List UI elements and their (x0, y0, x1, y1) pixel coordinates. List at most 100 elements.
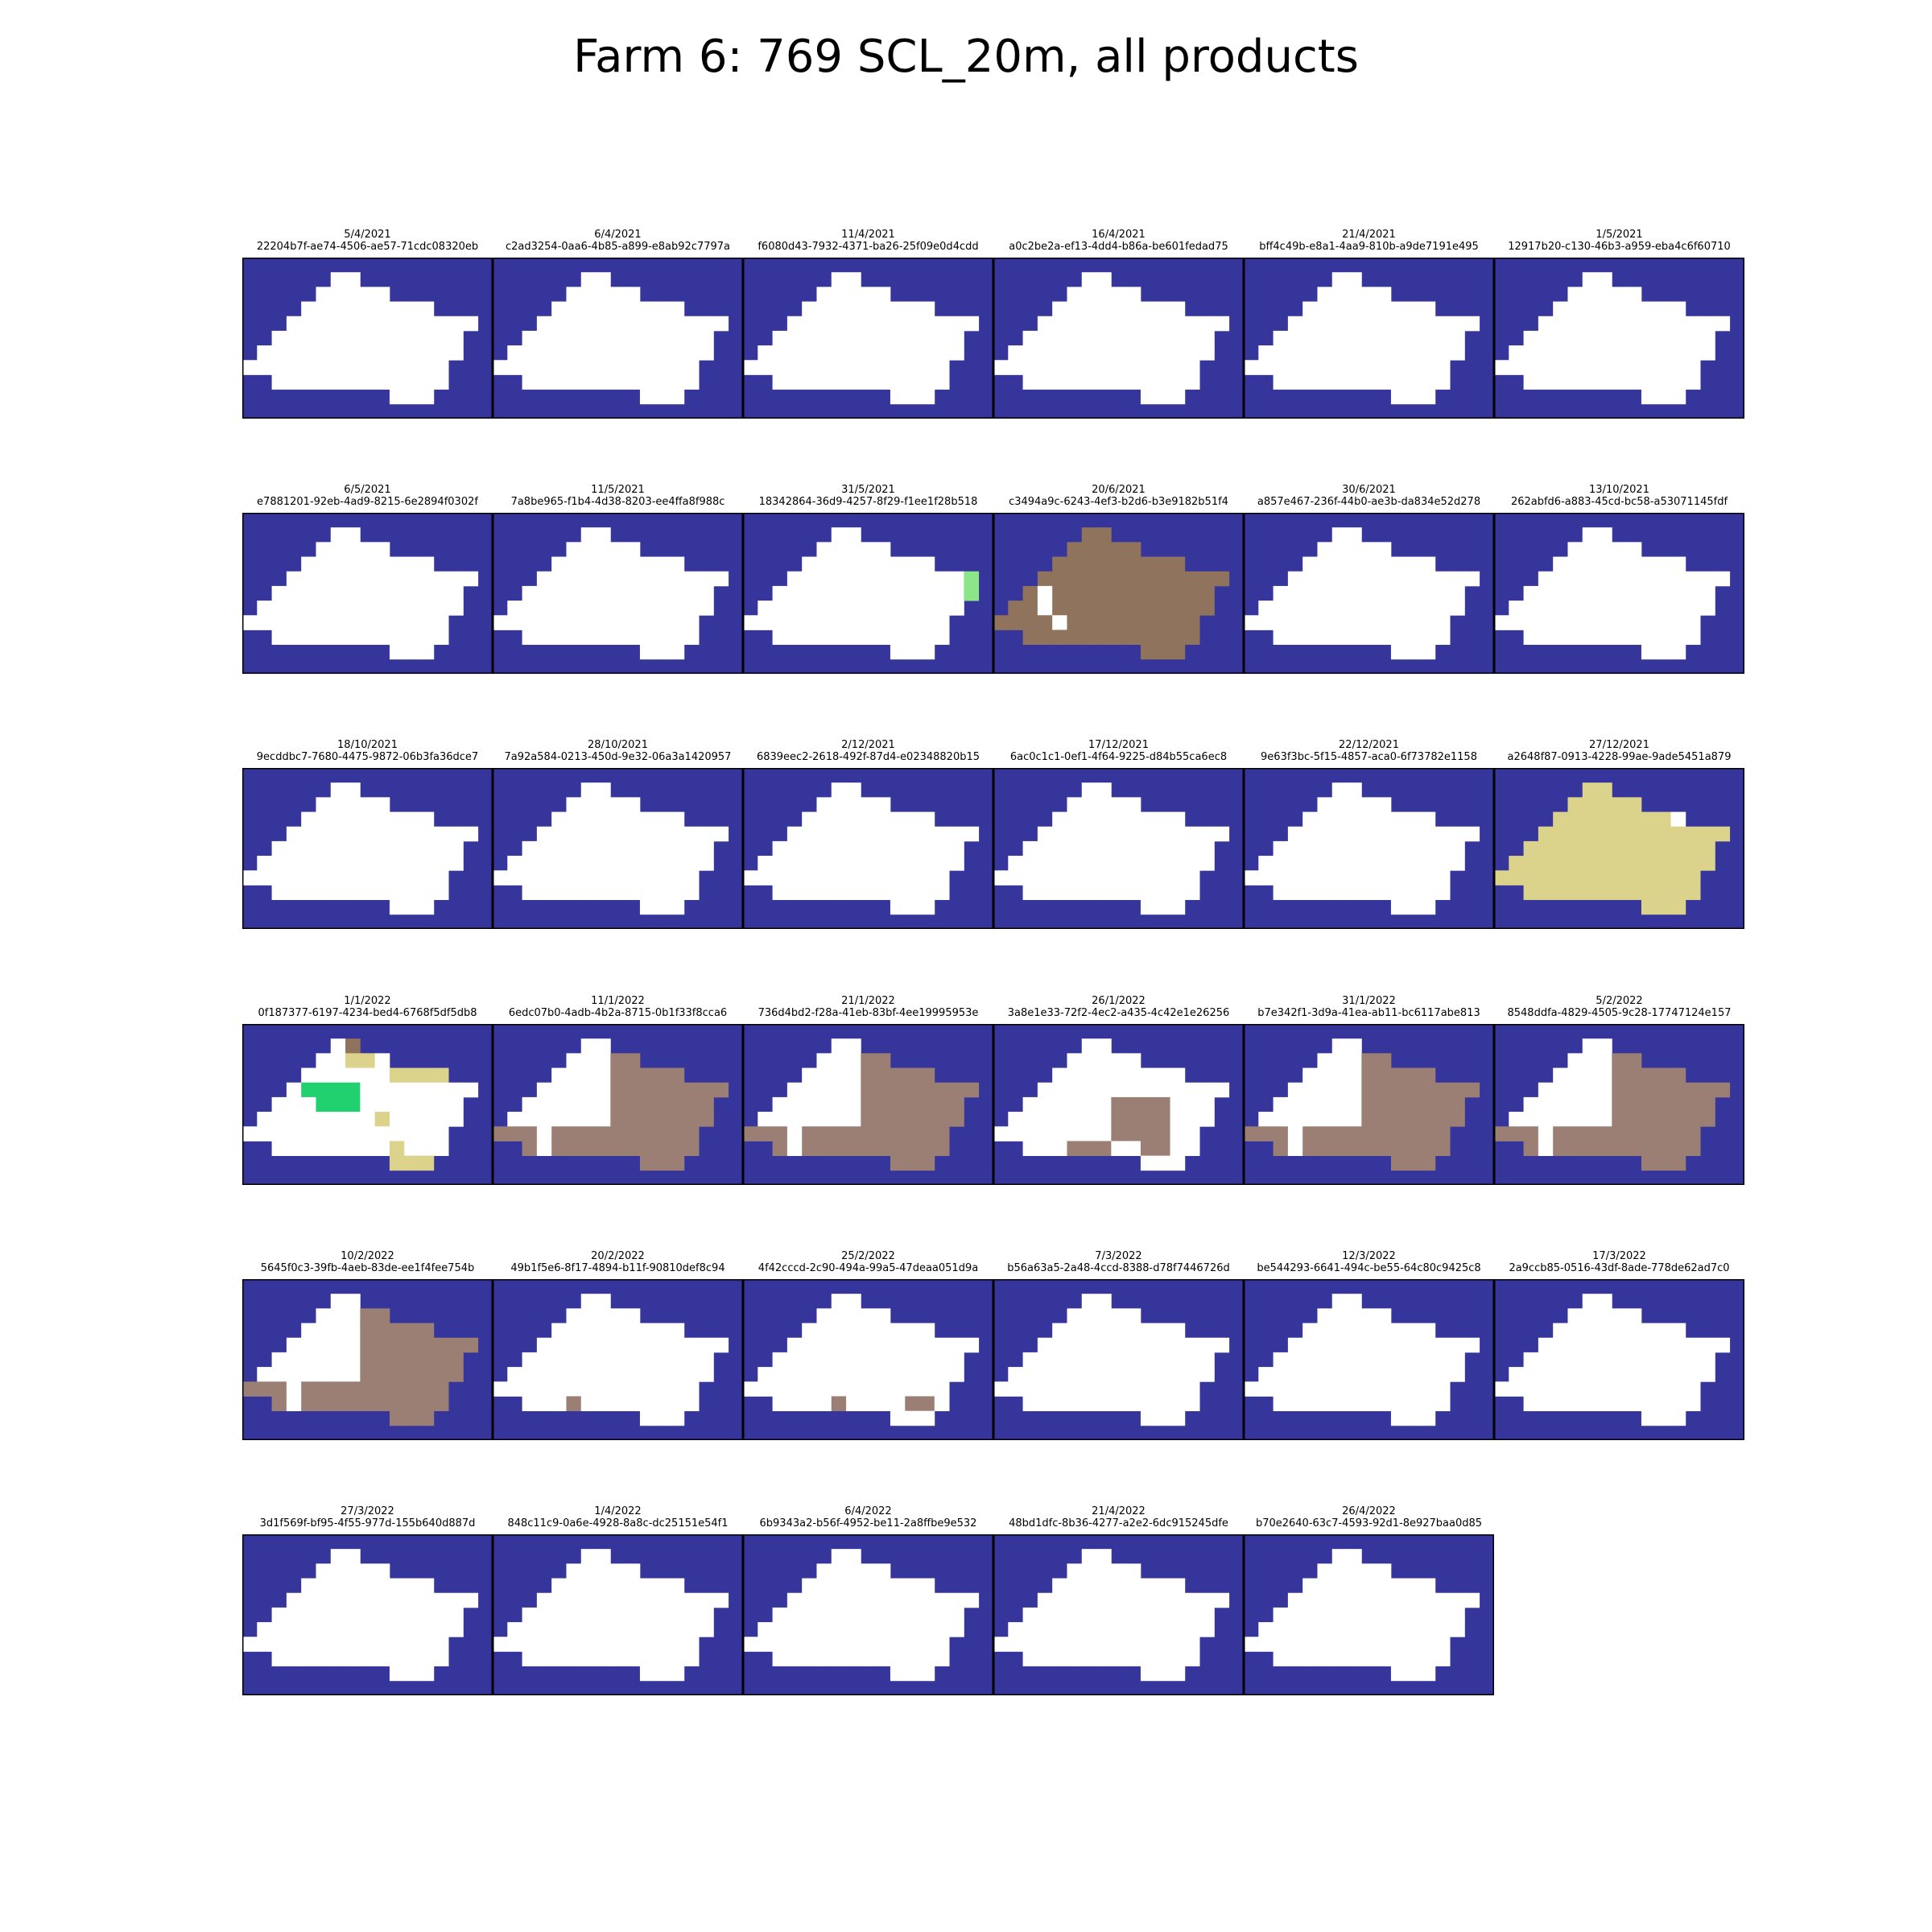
scl-cell-thin-cirrus (1715, 826, 1731, 842)
scl-cell-thin-cirrus (1582, 870, 1598, 886)
scl-cell-vegetation (1140, 1637, 1156, 1652)
scl-cell-dark-soil (1170, 601, 1186, 616)
scl-cell-vegetation (580, 1549, 597, 1564)
scl-cell-vegetation (861, 1396, 877, 1412)
scl-cell-bare-soil (831, 1141, 847, 1157)
scl-cell-vegetation (831, 542, 847, 557)
scl-cell-vegetation (551, 345, 567, 361)
scl-cell-vegetation (1347, 1563, 1362, 1579)
scl-cell-vegetation (448, 345, 464, 361)
scl-cell-vegetation (743, 1637, 758, 1652)
scl-cell-vegetation (1125, 287, 1141, 302)
scl-cell-vegetation (875, 1337, 891, 1353)
scl-cell-bare-soil (625, 1067, 641, 1084)
scl-cell-vegetation (1390, 1666, 1406, 1682)
scl-cell-vegetation (1317, 360, 1333, 375)
scl-cell-vegetation (1670, 301, 1686, 317)
scl-cell-vegetation (596, 782, 611, 798)
scl-cell-vegetation (536, 360, 552, 375)
scl-cell-vegetation (1244, 360, 1259, 375)
scl-cell-vegetation (566, 1651, 582, 1667)
scl-cell-vegetation (905, 1578, 920, 1594)
scl-cell-vegetation (890, 644, 906, 660)
scl-cell-vegetation (536, 1367, 552, 1382)
scl-cell-vegetation (1376, 374, 1392, 390)
scl-cell-vegetation (1582, 1352, 1598, 1368)
scl-cell-vegetation (1184, 374, 1200, 390)
panel-date-label: 31/1/2022 (1342, 995, 1396, 1007)
scl-cell-vegetation (1553, 1067, 1568, 1084)
scl-cell-bare-soil (374, 1396, 390, 1412)
scl-cell-bare-soil (1700, 1082, 1715, 1098)
scl-cell-vegetation (699, 330, 714, 346)
scl-cell-vegetation (1199, 826, 1215, 842)
scl-cell-vegetation (1111, 1323, 1127, 1339)
scl-cell-vegetation (1406, 1651, 1421, 1667)
scl-cell-vegetation (699, 826, 714, 842)
scl-cell-vegetation (1317, 1607, 1333, 1623)
scl-cell-vegetation (949, 330, 964, 346)
scl-cell-vegetation (1331, 797, 1348, 812)
scl-cell-vegetation (905, 345, 920, 361)
scl-cell-vegetation (1567, 556, 1583, 572)
scl-cell-vegetation (610, 301, 626, 317)
scl-cell-vegetation (846, 1038, 861, 1054)
scl-cell-vegetation (1361, 330, 1377, 346)
scl-cell-bare-soil (389, 1352, 405, 1368)
scl-cell-vegetation (1641, 615, 1657, 630)
scl-cell-vegetation (566, 840, 582, 857)
scl-cell-vegetation (1700, 601, 1715, 616)
scl-cell-bare-soil (1641, 1141, 1657, 1157)
scl-cell-vegetation (566, 374, 582, 390)
scl-cell-dark-soil (1067, 601, 1083, 616)
scl-cell-vegetation (1435, 1337, 1451, 1353)
scl-cell-vegetation (389, 1126, 405, 1141)
scl-cell-vegetation (772, 601, 788, 616)
scl-cell-dark-soil (1199, 571, 1215, 587)
scl-cell-vegetation (905, 1651, 920, 1667)
scl-cell-vegetation (580, 527, 597, 543)
panel-product-id: 5645f0c3-39fb-4aeb-83de-ee1f4fee754b (260, 1262, 475, 1274)
scl-cell-bare-soil (1670, 1096, 1686, 1113)
scl-cell-vegetation (1347, 1578, 1362, 1594)
scl-cell-bare-soil (890, 1112, 906, 1127)
scl-cell-bare-soil (1670, 1112, 1686, 1127)
scl-cell-vegetation (1081, 1637, 1097, 1652)
scl-cell-vegetation (1273, 1622, 1289, 1637)
scl-cell-bare-soil (1258, 1126, 1274, 1141)
scl-cell-bare-soil (1361, 1126, 1377, 1141)
scl-cell-vegetation (316, 542, 332, 557)
scl-cell-vegetation (1612, 1381, 1628, 1397)
scl-cell-thin-cirrus (1553, 870, 1568, 886)
scl-cell-vegetation (1670, 1352, 1686, 1368)
scl-cell-vegetation (1214, 1337, 1230, 1353)
scl-cell-vegetation (934, 330, 950, 346)
scl-cell-vegetation (419, 345, 435, 361)
scl-cell-vegetation (1376, 1651, 1392, 1667)
scl-cell-vegetation (861, 1578, 877, 1594)
scl-cell-vegetation (1155, 1337, 1170, 1353)
scl-cell-thin-cirrus (389, 1141, 405, 1157)
scl-cell-vegetation (816, 1367, 832, 1382)
scl-cell-vegetation (1435, 1396, 1451, 1412)
scl-cell-bare-soil (639, 1155, 655, 1171)
scl-cell-vegetation (345, 360, 361, 375)
scl-cell-dark-soil (1067, 542, 1083, 557)
scl-cell-dark-soil (1052, 585, 1067, 601)
scl-cell-vegetation (1302, 601, 1318, 616)
scl-cell-dark-soil (1125, 542, 1141, 557)
scl-cell-vegetation (1612, 615, 1628, 630)
scl-cell-vegetation (242, 1126, 258, 1141)
scl-cell-vegetation (639, 1651, 655, 1667)
scl-cell-vegetation (1081, 287, 1097, 302)
scl-cell-vegetation (802, 1082, 817, 1098)
scl-cell-vegetation (1553, 1367, 1568, 1382)
scl-cell-vegetation (1390, 1651, 1406, 1667)
scl-cell-vegetation (551, 571, 567, 587)
scl-cell-vegetation (1582, 272, 1598, 287)
scl-cell-vegetation (1096, 1082, 1112, 1098)
scl-cell-vegetation (1184, 826, 1200, 842)
scl-cell-vegetation (301, 1367, 316, 1382)
scl-cell-vegetation (1096, 330, 1112, 346)
scl-cell-thin-cirrus (1612, 870, 1628, 886)
